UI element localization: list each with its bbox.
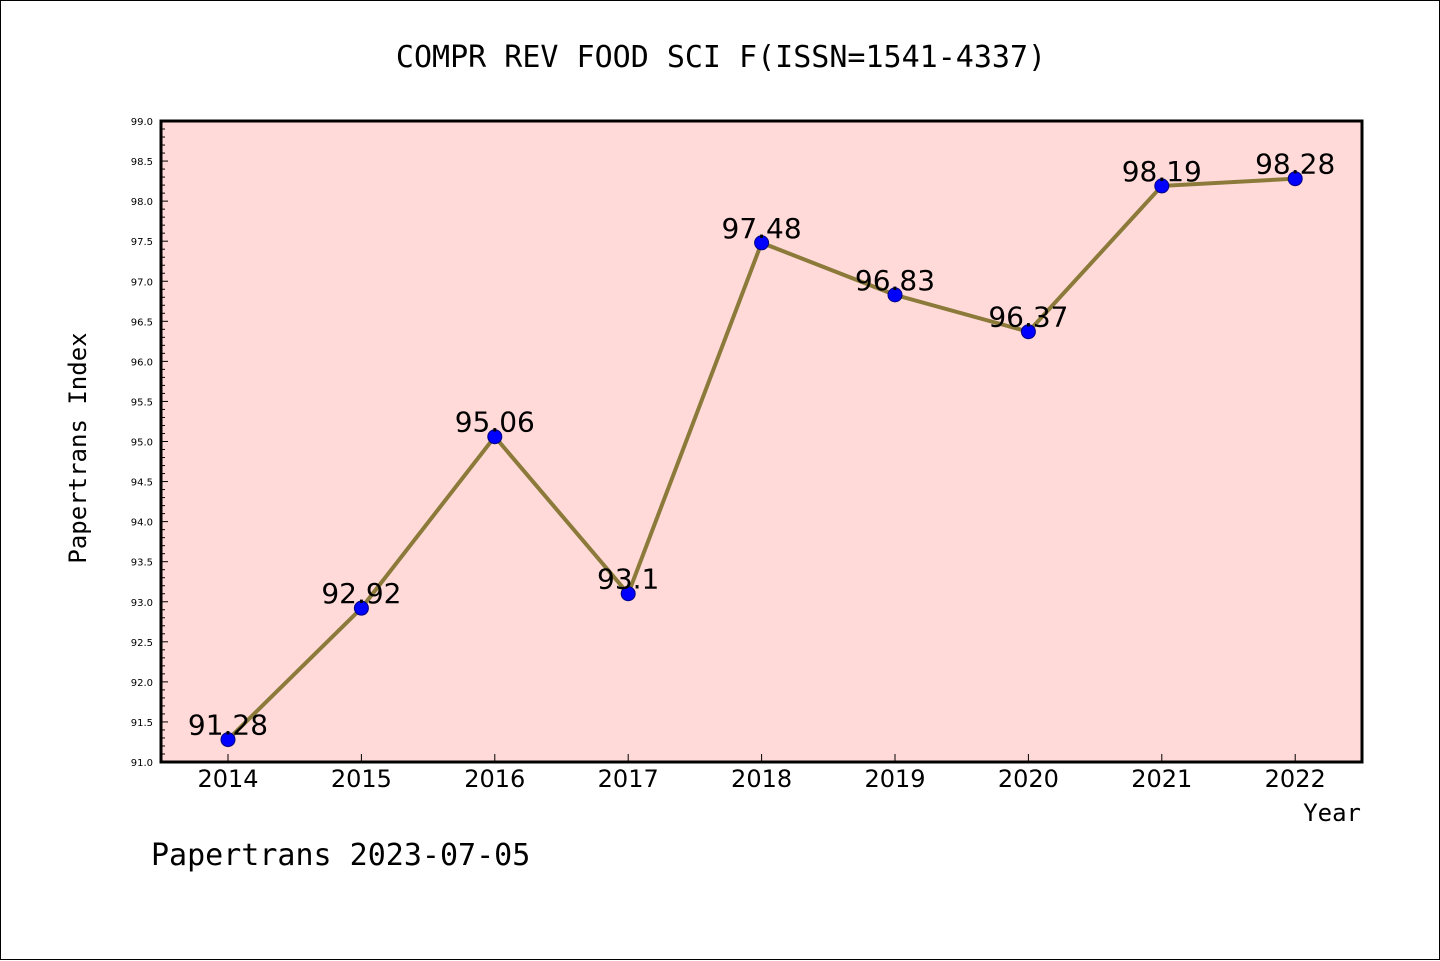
y-axis-title: Papertrans Index <box>64 332 92 563</box>
data-point-2018 <box>754 235 770 251</box>
y-tick-label: 96.5 <box>131 317 153 328</box>
x-axis-title: Year <box>1303 799 1361 827</box>
x-tick-label: 2019 <box>864 765 925 793</box>
x-axis: 2014 2015 2016 2017 2018 2019 2020 2021 2022 <box>197 754 1326 793</box>
y-tick-label: 95.5 <box>131 397 153 408</box>
plot-area <box>159 119 1364 764</box>
x-tick-label: 2016 <box>464 765 525 793</box>
y-tick-label: 99.0 <box>131 117 153 128</box>
data-point-2022 <box>1287 171 1303 187</box>
x-tick-label: 2014 <box>197 765 258 793</box>
x-tick-label: 2015 <box>331 765 392 793</box>
y-tick-label: 93.5 <box>131 558 153 569</box>
x-tick-label: 2020 <box>998 765 1059 793</box>
data-point-2021 <box>1154 178 1170 194</box>
data-point-2016 <box>487 429 503 445</box>
data-label-2022: 98.28 <box>1255 148 1335 181</box>
x-tick-label: 2022 <box>1265 765 1326 793</box>
x-tick-label: 2018 <box>731 765 792 793</box>
y-axis: 91.0 91.5 92.0 92.5 93.0 93.5 94.0 94.5 95.0 95.5… <box>131 117 168 769</box>
y-tick-label: 98.0 <box>131 197 153 208</box>
y-tick-label: 92.0 <box>131 678 153 689</box>
x-tick-label: 2017 <box>598 765 659 793</box>
y-tick-label: 94.5 <box>131 478 153 489</box>
data-label-2017: 93.1 <box>597 563 659 596</box>
data-label-2016: 95.06 <box>455 406 535 439</box>
y-tick-label: 97.0 <box>131 277 153 288</box>
data-label-2019: 96.83 <box>855 264 935 297</box>
y-tick-label: 98.5 <box>131 157 153 168</box>
data-label-2018: 97.48 <box>722 212 802 245</box>
y-tick-label: 92.5 <box>131 638 153 649</box>
y-tick-label: 94.0 <box>131 518 153 529</box>
data-label-2015: 92.92 <box>321 577 401 610</box>
y-tick-label: 93.0 <box>131 598 153 609</box>
data-point-2014 <box>220 732 236 748</box>
chart-title: COMPR REV FOOD SCI F(ISSN=1541-4337) <box>396 40 1046 75</box>
y-tick-label: 96.0 <box>131 357 153 368</box>
data-point-2019 <box>887 287 903 303</box>
y-tick-label: 91.0 <box>131 758 153 769</box>
data-label-2020: 96.37 <box>988 301 1068 334</box>
series-line-group <box>220 171 1303 748</box>
data-labels: 91.28 92.92 95.06 93.1 97.48 96.83 96.37 98.19 9… <box>188 148 1335 742</box>
data-point-2017 <box>620 586 636 602</box>
data-point-2015 <box>353 600 369 616</box>
footer-credit: Papertrans 2023-07-05 <box>151 838 530 873</box>
data-label-2021: 98.19 <box>1122 155 1202 188</box>
y-tick-label: 91.5 <box>131 718 153 729</box>
y-tick-label: 97.5 <box>131 237 153 248</box>
data-point-2020 <box>1020 324 1036 340</box>
x-tick-label: 2021 <box>1131 765 1192 793</box>
data-label-2014: 91.28 <box>188 709 268 742</box>
y-tick-label: 95.0 <box>131 438 153 449</box>
